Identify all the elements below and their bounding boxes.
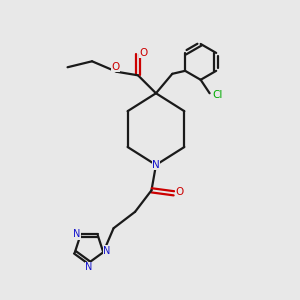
Text: N: N xyxy=(73,229,80,239)
Text: N: N xyxy=(152,160,160,170)
Text: N: N xyxy=(85,262,93,272)
Text: O: O xyxy=(112,62,120,72)
Text: Cl: Cl xyxy=(212,90,222,100)
Text: N: N xyxy=(103,246,111,256)
Text: O: O xyxy=(176,187,184,197)
Text: O: O xyxy=(139,48,148,58)
